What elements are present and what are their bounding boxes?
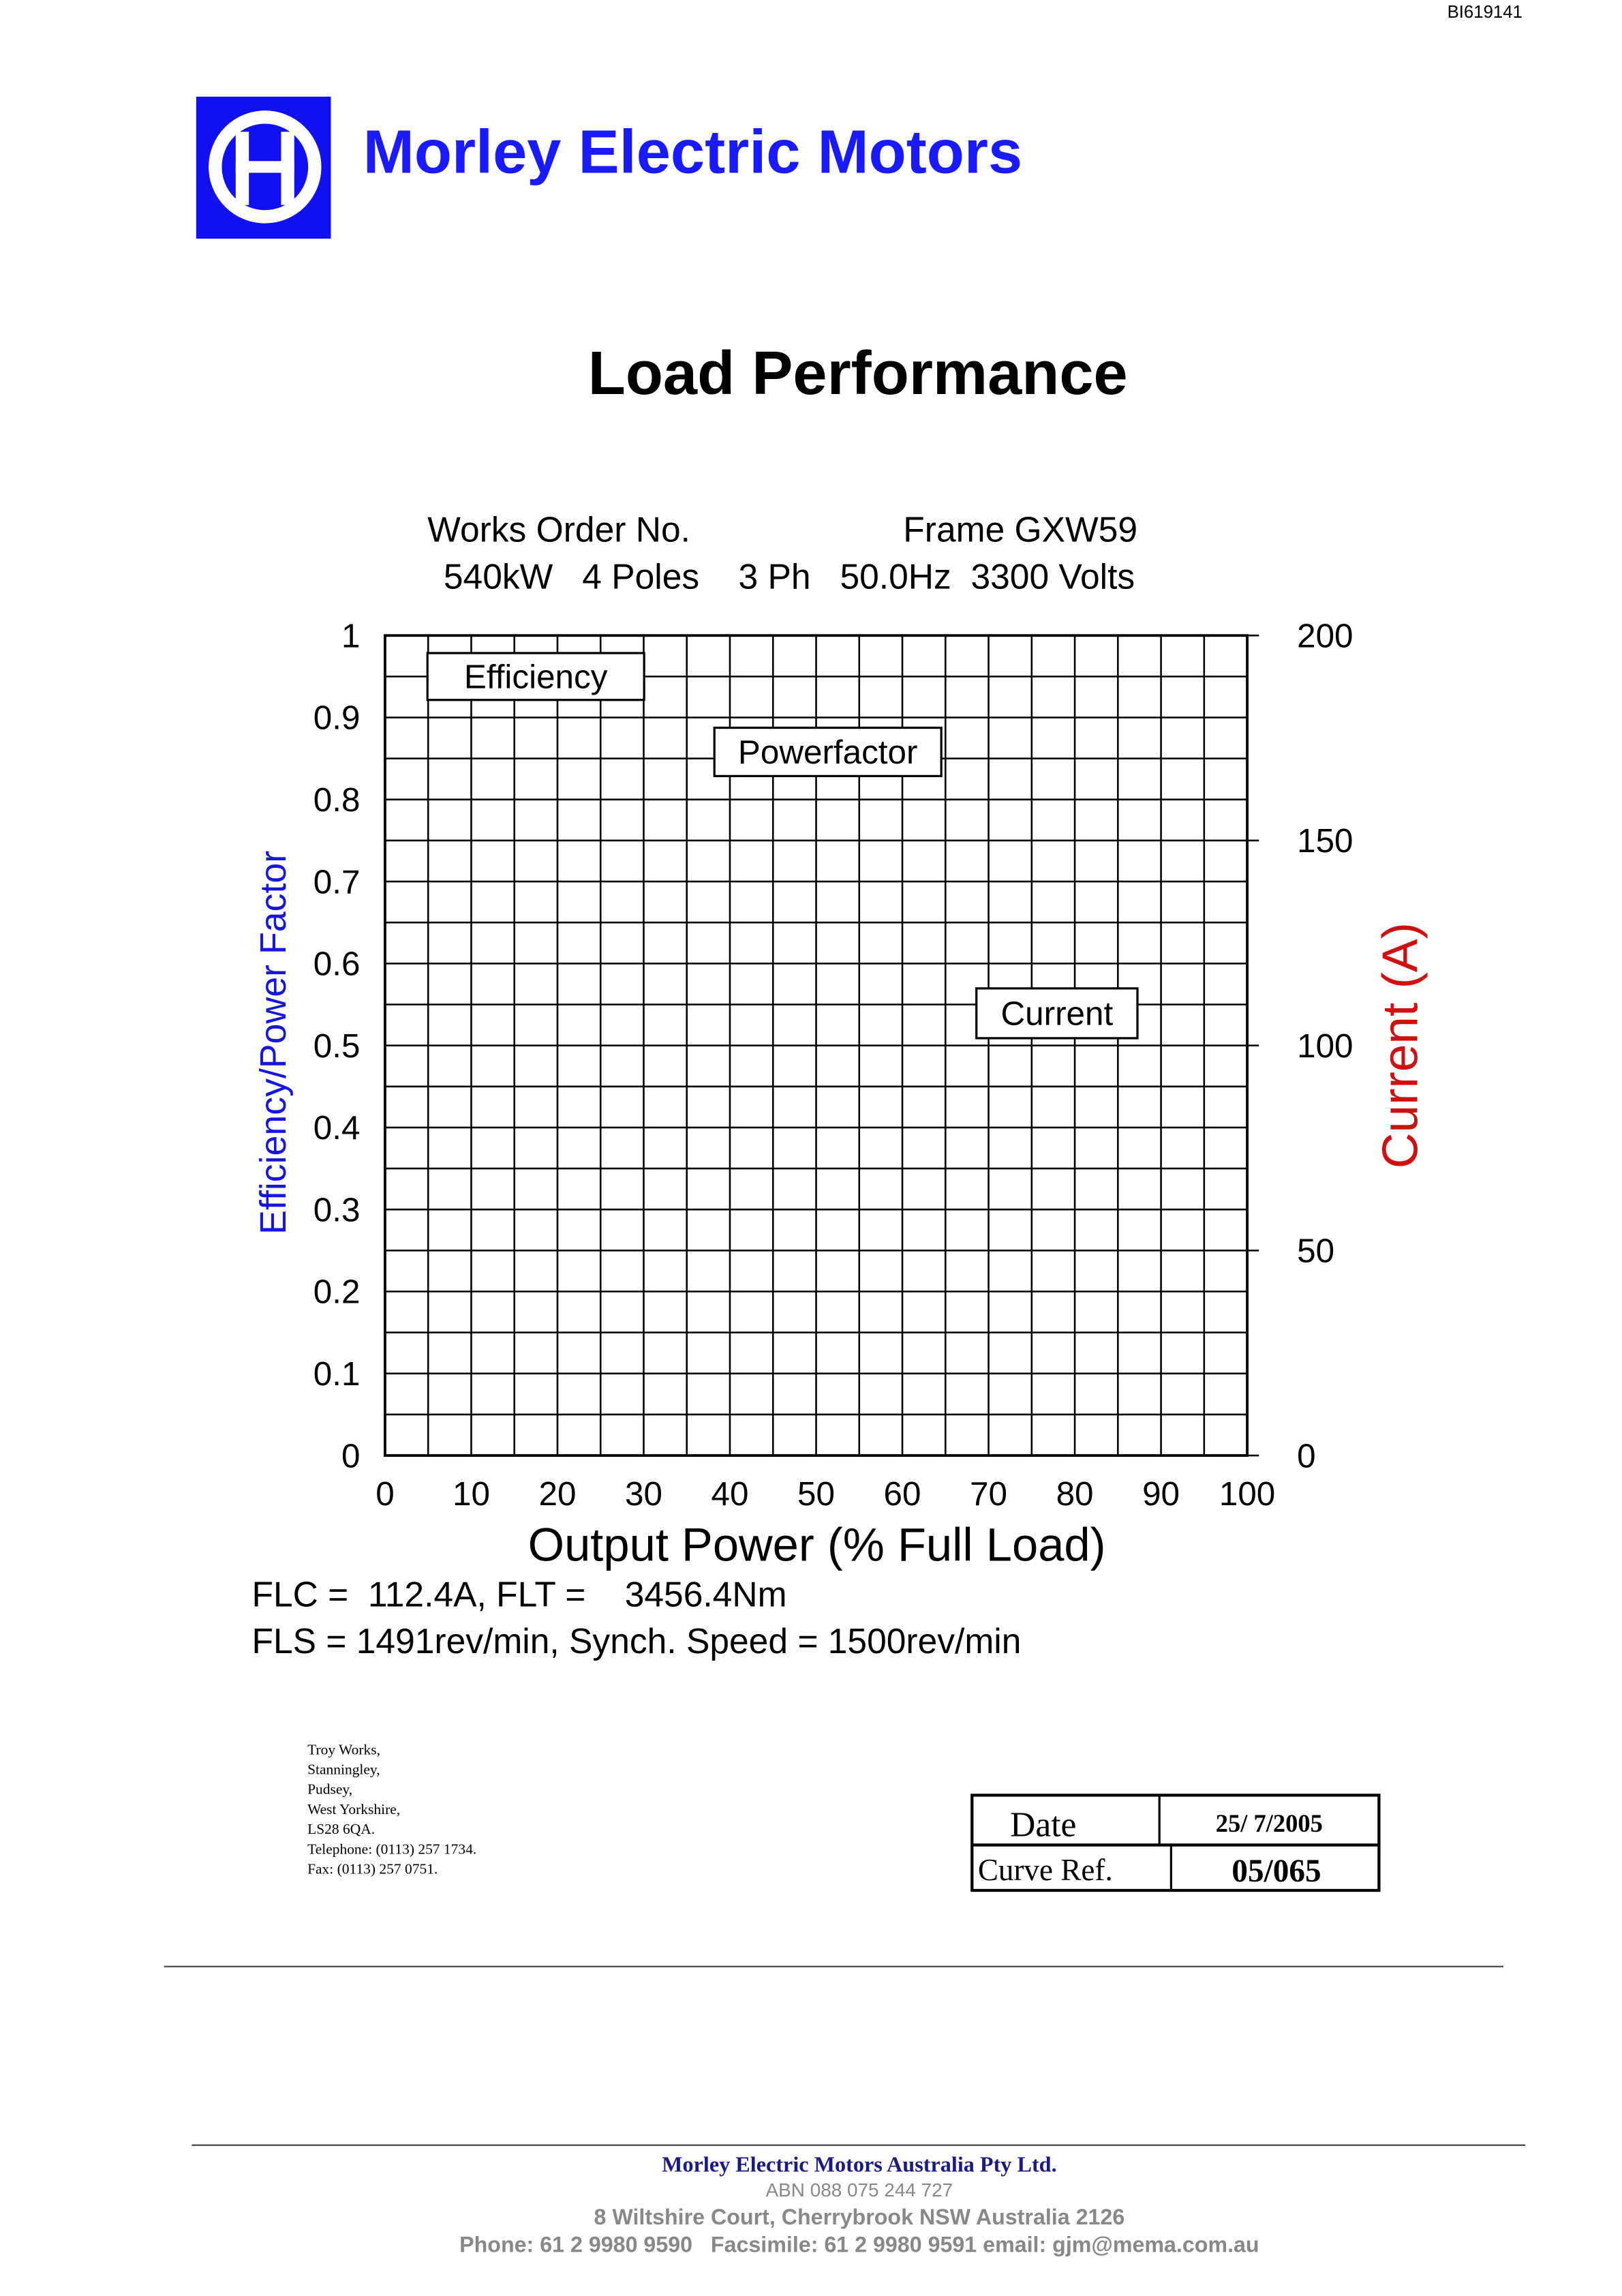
- footer-contact: Phone: 61 2 9980 9590 Facsimile: 61 2 99…: [459, 2233, 1259, 2257]
- address-line: LS28 6QA.: [307, 1821, 375, 1837]
- address: Troy Works, Stanningley, Pudsey, West Yorks…: [307, 1741, 476, 1877]
- y-tick-label: 0.7: [313, 863, 361, 901]
- x-tick-label: 100: [1219, 1475, 1275, 1513]
- table-cell: Curve Ref.: [978, 1853, 1113, 1887]
- note: FLC = 112.4A, FLT = 3456.4Nm: [251, 1574, 786, 1614]
- y-tick-label: 1: [341, 617, 360, 654]
- company-name: Morley Electric Motors: [363, 117, 1022, 186]
- table-cell: Date: [1010, 1806, 1076, 1845]
- y2-tick-label: 50: [1297, 1233, 1334, 1270]
- legend-label: Efficiency: [464, 659, 608, 696]
- rating: 540kW 4 Poles 3 Ph 50.0Hz 3300 Volts: [444, 556, 1135, 596]
- chart: 0 10 20 30 40 50 60 70 80 90 10000.10.20.30.40.50.…: [313, 617, 1353, 1513]
- x-tick-label: 90: [1142, 1475, 1180, 1513]
- table-cell: 25/ 7/2005: [1216, 1809, 1323, 1837]
- y-tick-label: 0.2: [313, 1273, 361, 1311]
- y-tick-label: 0.9: [313, 699, 361, 737]
- x-tick-label: 50: [797, 1475, 835, 1513]
- footer-address: 8 Wiltshire Court, Cherrybrook NSW Austr…: [594, 2205, 1125, 2229]
- x-tick-label: 10: [453, 1475, 490, 1513]
- y-tick-label: 0.8: [313, 781, 361, 819]
- plot-frame: [384, 634, 1249, 1457]
- x-tick-label: 0: [376, 1475, 394, 1513]
- frame: Frame GXW59: [903, 510, 1137, 549]
- x-tick-label: 80: [1056, 1475, 1094, 1513]
- legend-label: Current: [1001, 995, 1114, 1033]
- y2-tick-label: 150: [1297, 822, 1353, 860]
- y-tick-label: 0.5: [313, 1027, 361, 1065]
- x-tick-label: 20: [539, 1475, 577, 1513]
- address-line: Pudsey,: [307, 1781, 352, 1798]
- curve-table: Date 25/ 7/2005 Curve Ref. 05/065: [970, 1794, 1381, 1892]
- note: FLS = 1491rev/min, Synch. Speed = 1500re…: [251, 1621, 1021, 1661]
- legend-box: [426, 652, 645, 701]
- y2-tick-label: 100: [1297, 1027, 1353, 1065]
- address-line: Stanningley,: [307, 1761, 380, 1777]
- legend-box: [975, 987, 1139, 1040]
- x-axis-title: Output Power (% Full Load): [528, 1519, 1106, 1571]
- footer-company: Morley Electric Motors Australia Pty Ltd…: [662, 2151, 1056, 2176]
- y2-axis-title: Current (A): [1373, 922, 1428, 1168]
- address-line: Troy Works,: [307, 1741, 380, 1757]
- table-cell: 05/065: [1231, 1854, 1321, 1889]
- y-tick-label: 0.3: [313, 1191, 361, 1228]
- legend-label: Powerfactor: [738, 734, 918, 771]
- x-tick-label: 60: [884, 1475, 921, 1513]
- legend-box: [713, 726, 943, 778]
- footer-abn: ABN 088 075 244 727: [766, 2179, 953, 2201]
- y-tick-label: 0.1: [313, 1355, 361, 1393]
- x-tick-label: 70: [970, 1475, 1007, 1513]
- x-tick-label: 40: [711, 1475, 749, 1513]
- y2-tick-label: 0: [1297, 1437, 1315, 1475]
- address-line: West Yorkshire,: [307, 1801, 400, 1817]
- y-tick-label: 0.4: [313, 1109, 361, 1147]
- y-tick-label: 0.6: [313, 946, 361, 983]
- y-axis-title: Efficiency/Power Factor: [253, 851, 294, 1235]
- address-line: Fax: (0113) 257 0751.: [307, 1861, 438, 1877]
- address-line: Telephone: (0113) 257 1734.: [307, 1841, 476, 1857]
- page-title: Load Performance: [588, 339, 1128, 408]
- doc-id: BI619141: [1448, 3, 1522, 22]
- y2-tick-label: 200: [1297, 617, 1353, 654]
- y-tick-label: 0: [341, 1437, 360, 1475]
- logo: [196, 96, 331, 239]
- x-tick-label: 30: [625, 1475, 662, 1513]
- works-order: Works Order No.: [427, 510, 690, 549]
